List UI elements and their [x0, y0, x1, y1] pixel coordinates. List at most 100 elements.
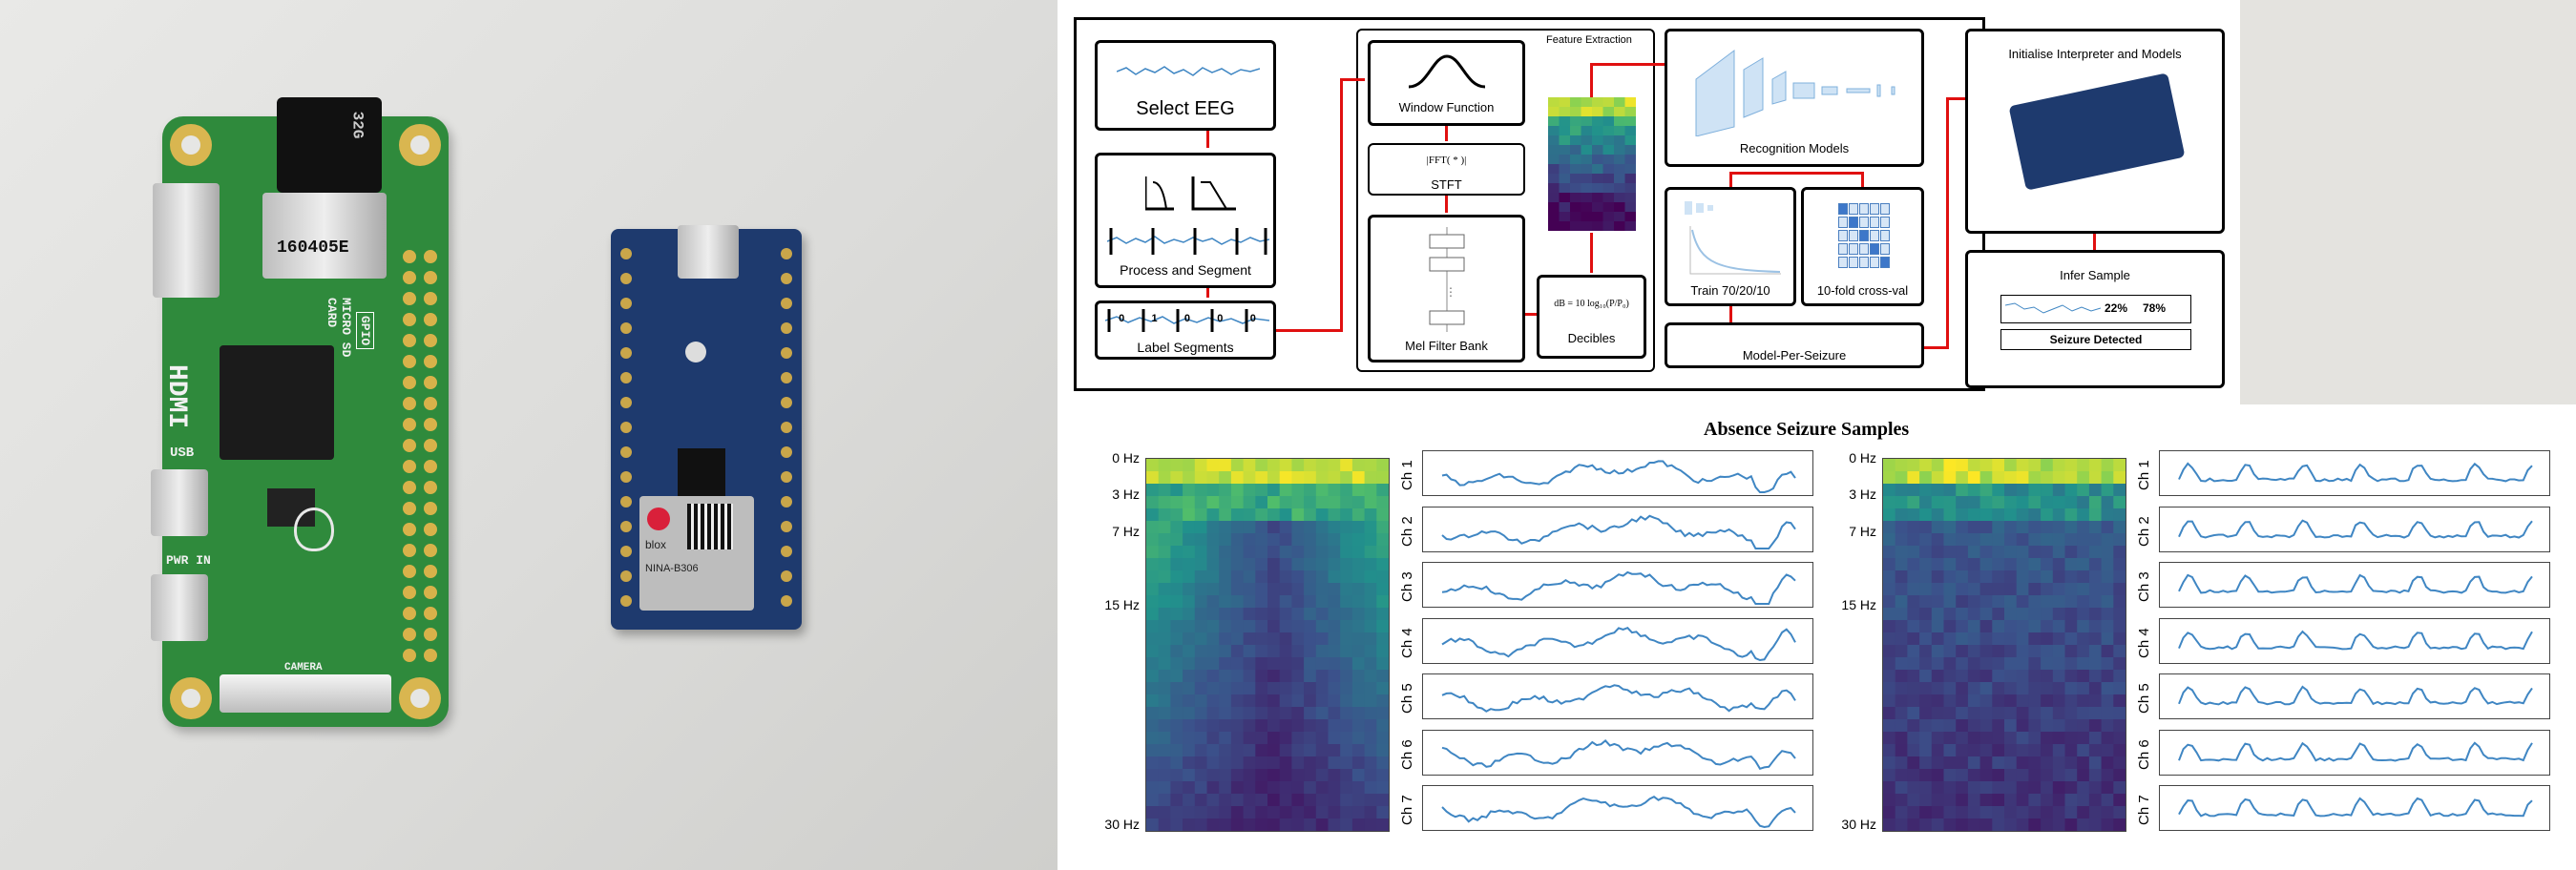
- heatmap-cell: [1304, 471, 1316, 485]
- heatmap-cell: [2102, 583, 2114, 596]
- heatmap-cell: [1267, 657, 1280, 671]
- heatmap-cell: [1329, 645, 1341, 658]
- heatmap-cell: [1316, 794, 1329, 807]
- heatmap-cell: [1195, 732, 1207, 745]
- heatmap-cell: [1146, 657, 1159, 671]
- heatmap-cell: [1883, 694, 1895, 708]
- heatmap-cell: [2113, 719, 2126, 733]
- heatmap-cell: [1352, 570, 1365, 584]
- heatmap-cell: [1956, 583, 1968, 596]
- mel-filter-bank-label: Mel Filter Bank: [1371, 339, 1522, 353]
- heatmap-cell: [1944, 558, 1957, 571]
- heatmap-cell: [2089, 732, 2102, 745]
- heatmap-cell: [2089, 620, 2102, 633]
- heatmap-cell: [1932, 794, 1944, 807]
- heatmap-cell: [1255, 719, 1267, 733]
- heatmap-cell: [1267, 818, 1280, 831]
- heatmap-cell: [1329, 595, 1341, 609]
- heatmap-cell: [1340, 806, 1352, 819]
- heatmap-cell: [1231, 756, 1244, 770]
- heatmap-cell: [1207, 794, 1220, 807]
- heatmap-cell: [1883, 608, 1895, 621]
- heatmap-cell: [1231, 682, 1244, 695]
- heatmap-cell: [2041, 533, 2053, 547]
- heatmap-cell: [1291, 570, 1304, 584]
- heatmap-cell: [2065, 508, 2078, 522]
- heatmap-cell: [2017, 806, 2029, 819]
- heatmap-cell: [2102, 496, 2114, 509]
- heatmap-cell: [1376, 471, 1389, 485]
- spectrogram-cell: [1625, 221, 1637, 231]
- heatmap-cell: [2004, 645, 2017, 658]
- heatmap-cell: [2028, 732, 2041, 745]
- heatmap-cell: [2028, 546, 2041, 559]
- heatmap-cell: [1291, 496, 1304, 509]
- heatmap-cell: [2017, 645, 2029, 658]
- heatmap-cell: [2004, 719, 2017, 733]
- heatmap-cell: [2102, 794, 2114, 807]
- heatmap-cell: [1329, 670, 1341, 683]
- heatmap-cell: [1944, 546, 1957, 559]
- heatmap-cell: [1170, 546, 1183, 559]
- heatmap-cell: [2004, 769, 2017, 782]
- heatmap-cell: [1968, 546, 1980, 559]
- heatmap-cell: [1255, 570, 1267, 584]
- header-pin: [620, 322, 632, 334]
- heatmap-cell: [1219, 657, 1231, 671]
- heatmap-cell: [1919, 546, 1932, 559]
- heatmap-cell: [1329, 719, 1341, 733]
- heatmap-cell: [2077, 471, 2089, 485]
- heatmap-cell: [1340, 657, 1352, 671]
- heatmap-cell: [1907, 546, 1919, 559]
- heatmap-cell: [1159, 546, 1171, 559]
- ublox-module: blox NINA-B306: [639, 496, 754, 611]
- heatmap-cell: [1244, 781, 1256, 795]
- heatmap-cell: [1316, 558, 1329, 571]
- heatmap-cell: [2065, 806, 2078, 819]
- heatmap-cell: [1352, 769, 1365, 782]
- heatmap-cell: [2041, 484, 2053, 497]
- spectrogram-cell: [1625, 164, 1637, 174]
- heatmap-cell: [1883, 595, 1895, 609]
- spectrogram-cell: [1603, 126, 1615, 135]
- channel-label: Ch 6: [1399, 739, 1415, 770]
- heatmap-cell: [1907, 533, 1919, 547]
- heatmap-cell: [1329, 694, 1341, 708]
- init-models-box: Initialise Interpreter and Models: [1965, 29, 2225, 234]
- heatmap-cell: [1883, 806, 1895, 819]
- gpio-pin: [424, 502, 437, 515]
- heatmap-cell: [1280, 471, 1292, 485]
- heatmap-cell: [1183, 583, 1195, 596]
- heatmap-cell: [1980, 496, 1993, 509]
- heatmap-cell: [1365, 645, 1377, 658]
- eeg-trace-line: [1442, 740, 1795, 768]
- spectrogram-cell: [1548, 155, 1560, 164]
- heatmap-cell: [1316, 533, 1329, 547]
- heatmap-cell: [1146, 595, 1159, 609]
- heatmap-cell: [1267, 521, 1280, 534]
- heatmap-cell: [1968, 719, 1980, 733]
- heatmap-cell: [1291, 459, 1304, 472]
- heatmap-cell: [1183, 806, 1195, 819]
- heatmap-cell: [1365, 818, 1377, 831]
- spectrogram-cell: [1570, 97, 1581, 107]
- heatmap-cell: [2077, 533, 2089, 547]
- heatmap-cell: [1365, 471, 1377, 485]
- heatmap-cell: [1968, 558, 1980, 571]
- heatmap-cell: [1944, 471, 1957, 485]
- heatmap-cell: [1980, 794, 1993, 807]
- heatmap-cell: [1280, 719, 1292, 733]
- heatmap-cell: [1919, 620, 1932, 633]
- heatmap-cell: [2102, 806, 2114, 819]
- heatmap-cell: [1244, 620, 1256, 633]
- heatmap-cell: [1944, 570, 1957, 584]
- arrow: [1946, 97, 1965, 100]
- heatmap-cell: [1329, 794, 1341, 807]
- heatmap-cell: [1231, 670, 1244, 683]
- spectrogram-cell: [1614, 221, 1625, 231]
- heatmap-cell: [1244, 471, 1256, 485]
- heatmap-cell: [2077, 570, 2089, 584]
- heatmap-cell: [1231, 818, 1244, 831]
- heatmap-cell: [2053, 707, 2065, 720]
- heatmap-cell: [1291, 595, 1304, 609]
